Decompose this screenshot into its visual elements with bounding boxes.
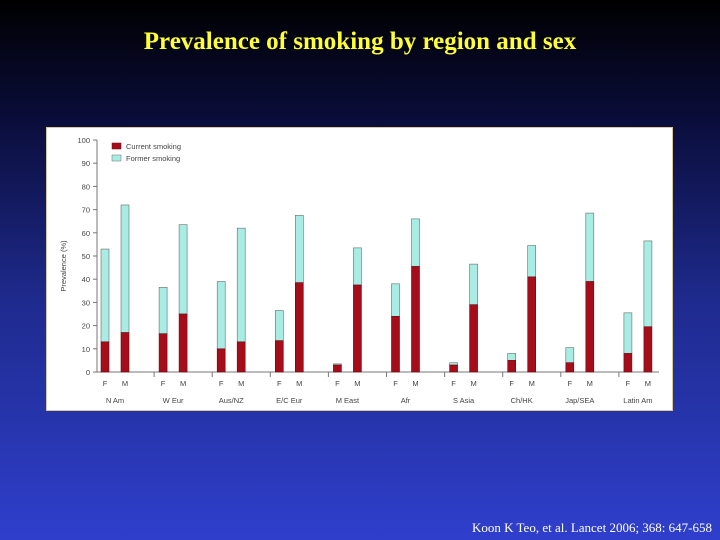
bar-former-smoking (295, 215, 304, 283)
bar-former-smoking (585, 212, 595, 282)
x-sex-label: F (219, 379, 224, 388)
bar-former-smoking (158, 287, 168, 335)
y-tick-label: 30 (82, 298, 90, 307)
bar-former-smoking (507, 353, 517, 361)
bar-current-smoking (643, 326, 653, 373)
bar-current-smoking (353, 284, 362, 373)
bar-current-smoking (391, 316, 400, 373)
bar-former-smoking (275, 310, 284, 341)
bar-former-smoking (527, 245, 537, 278)
bar-current-smoking (275, 340, 284, 373)
chart-panel: 0 10 20 30 40 50 60 70 80 90 100 Prevalence (%) F M N … (46, 127, 673, 411)
bar-former-smoking (469, 263, 478, 306)
bar-current-smoking (411, 266, 420, 373)
x-sex-label: F (626, 379, 631, 388)
bar-current-smoking (585, 281, 595, 373)
x-group-label: Ch/HK (511, 396, 533, 405)
y-tick-label: 50 (82, 252, 90, 261)
bar-former-smoking (623, 312, 633, 354)
y-tick-label: 40 (82, 275, 90, 284)
bar-former-smoking (449, 362, 458, 366)
bar-current-smoking (469, 304, 478, 373)
bar-former-smoking (643, 240, 653, 328)
bar-former-smoking (411, 218, 420, 267)
y-tick-label: 10 (82, 345, 90, 354)
bar-former-smoking (120, 204, 130, 333)
x-group-label: M East (336, 396, 360, 405)
x-group-label: N Am (106, 396, 124, 405)
x-sex-label: F (161, 379, 166, 388)
legend-label-current: Current smoking (126, 142, 181, 151)
x-sex-label: M (412, 379, 418, 388)
bar-current-smoking (333, 364, 342, 373)
bar-current-smoking (100, 341, 110, 373)
legend-label-former: Former smoking (126, 154, 180, 163)
x-sex-label: F (277, 379, 282, 388)
x-group-label: E/C Eur (276, 396, 303, 405)
x-group-label: Afr (401, 396, 411, 405)
bar-current-smoking (507, 360, 517, 373)
y-tick-label: 60 (82, 229, 90, 238)
x-sex-label: M (180, 379, 186, 388)
x-sex-label: M (354, 379, 360, 388)
x-sex-label: F (568, 379, 573, 388)
x-sex-label: M (645, 379, 651, 388)
x-sex-label: F (103, 379, 108, 388)
bar-former-smoking (565, 347, 575, 364)
bar-former-smoking (353, 247, 362, 286)
legend-swatch-current (111, 142, 122, 150)
smoking-prevalence-chart: 0 10 20 30 40 50 60 70 80 90 100 Prevalence (%) F M N … (59, 136, 659, 405)
x-sex-label: F (451, 379, 456, 388)
y-tick-label: 20 (82, 322, 90, 331)
x-sex-label: M (470, 379, 476, 388)
x-group-label: Latin Am (623, 396, 652, 405)
legend-swatch-former (111, 154, 122, 162)
x-sex-label: M (296, 379, 302, 388)
y-tick-label: 90 (82, 159, 90, 168)
bar-former-smoking (391, 283, 400, 317)
x-group-label: Jap/SEA (565, 396, 594, 405)
slide-title: Prevalence of smoking by region and sex (143, 28, 577, 55)
y-tick-label: 70 (82, 206, 90, 215)
x-group-label: W Eur (163, 396, 184, 405)
citation: Koon K Teo, et al. Lancet 2006; 368: 647… (471, 520, 712, 535)
x-sex-label: F (393, 379, 398, 388)
y-tick-label: 0 (86, 368, 90, 377)
bar-current-smoking (158, 333, 168, 373)
bar-current-smoking (565, 362, 575, 373)
y-tick-label: 100 (77, 136, 90, 145)
bar-current-smoking (216, 348, 226, 373)
bar-current-smoking (178, 313, 188, 373)
bar-former-smoking (100, 248, 110, 343)
bar-current-smoking (623, 353, 633, 373)
bar-former-smoking (216, 281, 226, 350)
bar-current-smoking (449, 364, 458, 373)
bar-former-smoking (236, 227, 246, 343)
x-sex-label: M (122, 379, 128, 388)
x-group-label: S Asia (453, 396, 475, 405)
y-axis-label: Prevalence (%) (59, 240, 68, 292)
x-sex-label: M (587, 379, 593, 388)
bar-current-smoking (527, 276, 537, 373)
bar-current-smoking (295, 282, 304, 373)
x-sex-label: M (238, 379, 244, 388)
bar-current-smoking (236, 341, 246, 373)
x-sex-label: F (509, 379, 514, 388)
x-group-label: Aus/NZ (219, 396, 244, 405)
y-tick-label: 80 (82, 182, 90, 191)
bar-current-smoking (120, 332, 130, 373)
x-sex-label: F (335, 379, 340, 388)
bar-former-smoking (178, 224, 188, 315)
x-sex-label: M (529, 379, 535, 388)
